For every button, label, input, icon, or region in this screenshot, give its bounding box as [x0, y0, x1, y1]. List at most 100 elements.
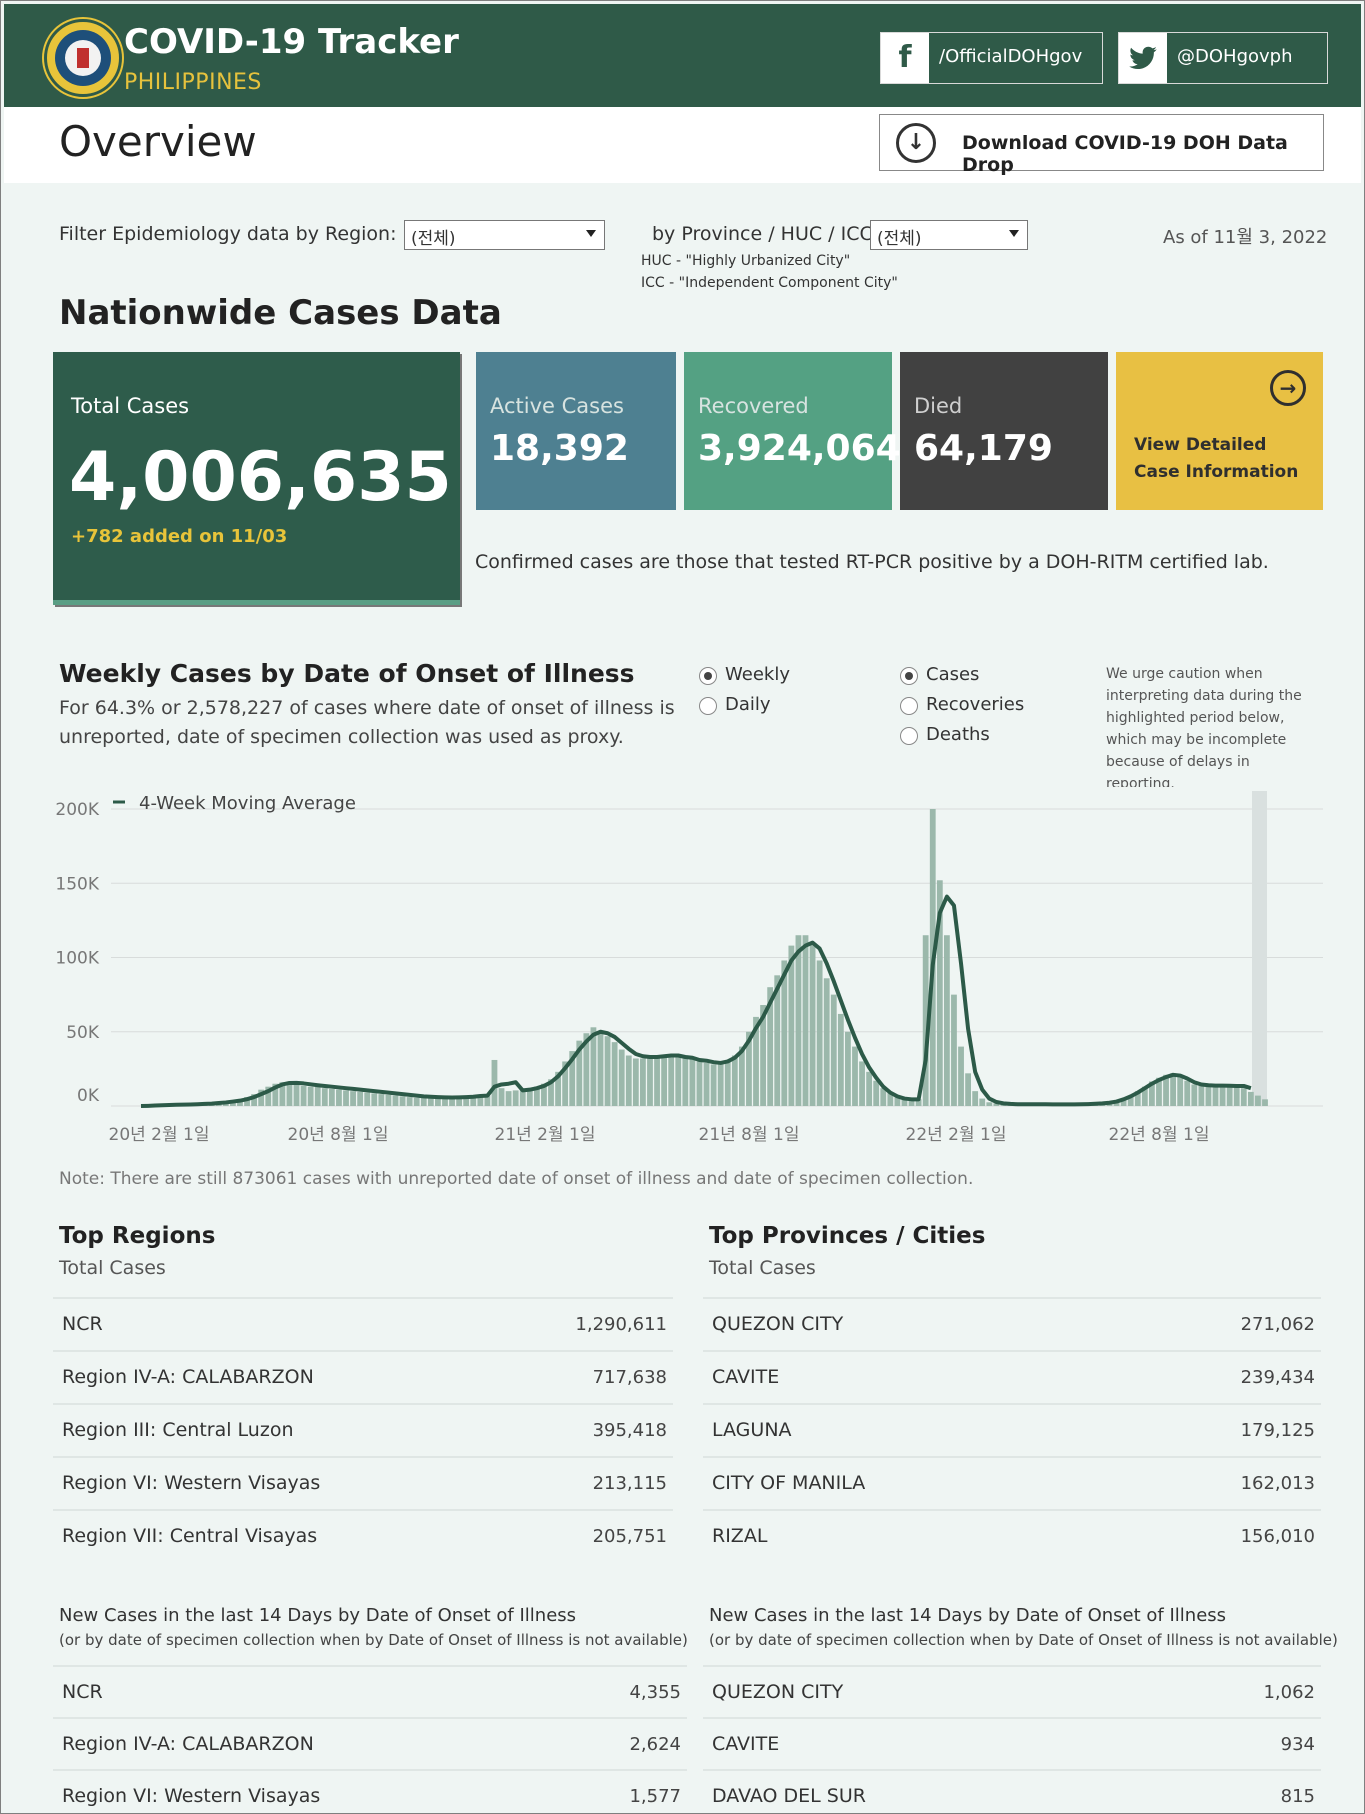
row-value: 271,062	[1240, 1314, 1315, 1335]
province-filter-select[interactable]: (전체)	[870, 220, 1028, 250]
weekly-case-bar	[357, 1091, 364, 1106]
weekly-case-bar	[385, 1094, 392, 1106]
table-row[interactable]: Region IV-A: CALABARZON 2,624	[53, 1717, 687, 1771]
weekly-case-bar	[837, 1013, 844, 1106]
row-name: Region IV-A: CALABARZON	[62, 1366, 314, 1388]
row-name: CITY OF MANILA	[712, 1472, 866, 1494]
table-row[interactable]: Region IV-A: CALABARZON 717,638	[53, 1350, 673, 1404]
weekly-case-bar	[1205, 1085, 1212, 1106]
weekly-case-bar	[1113, 1101, 1120, 1106]
weekly-case-bar	[435, 1097, 441, 1106]
table-row[interactable]: NCR 1,290,611	[53, 1297, 673, 1351]
huc-note: HUC - "Highly Urbanized City"	[641, 253, 851, 269]
weekly-case-bar	[668, 1055, 675, 1106]
new-cases-provinces-title: New Cases in the last 14 Days by Date of…	[709, 1605, 1227, 1626]
weekly-case-bar	[420, 1097, 427, 1106]
weekly-case-bar	[562, 1061, 569, 1106]
table-row[interactable]: NCR 4,355	[53, 1665, 687, 1719]
region-filter-select[interactable]: (전체)	[404, 220, 605, 250]
radio-recoveries-label: Recoveries	[926, 694, 1025, 715]
download-data-drop-button[interactable]: ↓ Download COVID-19 DOH Data Drop	[879, 114, 1324, 176]
weekly-case-bar	[350, 1091, 356, 1106]
row-name: NCR	[62, 1313, 103, 1335]
table-row[interactable]: CITY OF MANILA 162,013	[703, 1456, 1321, 1510]
weekly-case-bar	[526, 1088, 533, 1106]
active-cases-label: Active Cases	[490, 394, 624, 418]
weekly-case-bar	[597, 1031, 604, 1106]
facebook-link[interactable]: f /OfficialDOHgov	[880, 32, 1103, 84]
row-name: CAVITE	[712, 1733, 780, 1755]
radio-deaths-label: Deaths	[926, 724, 990, 745]
radio-selected-icon	[900, 667, 918, 685]
weekly-case-bar	[972, 1091, 979, 1106]
radio-weekly-label: Weekly	[725, 664, 790, 685]
weekly-case-bar	[484, 1095, 491, 1106]
new-cases-regions-title: New Cases in the last 14 Days by Date of…	[59, 1605, 577, 1626]
x-tick-label: 22년 8월 1일	[1109, 1125, 1210, 1145]
weekly-case-bar	[781, 960, 788, 1106]
weekly-case-bar	[279, 1082, 286, 1106]
top-regions-title: Top Regions	[59, 1223, 216, 1249]
weekly-case-bar	[286, 1082, 293, 1106]
row-value: 179,125	[1240, 1420, 1315, 1441]
weekly-case-bar	[866, 1071, 873, 1106]
chevron-down-icon	[586, 230, 596, 237]
top-regions-subtitle: Total Cases	[59, 1257, 166, 1279]
weekly-case-bar	[1120, 1099, 1127, 1106]
table-row[interactable]: QUEZON CITY 271,062	[703, 1297, 1321, 1351]
province-filter-label: by Province / HUC / ICC:	[652, 223, 880, 245]
weekly-case-bar	[689, 1059, 696, 1106]
weekly-chart-title: Weekly Cases by Date of Onset of Illness	[59, 659, 635, 688]
weekly-case-bar	[625, 1055, 632, 1106]
weekly-case-bar	[852, 1046, 858, 1106]
table-row[interactable]: Region III: Central Luzon 395,418	[53, 1403, 673, 1457]
radio-unselected-icon	[900, 697, 918, 715]
total-cases-card: Total Cases 4,006,635 +782 added on 11/0…	[53, 352, 460, 605]
y-tick-label: 0K	[77, 1086, 100, 1106]
weekly-case-bar	[1219, 1086, 1226, 1106]
weekly-case-bar	[399, 1096, 406, 1106]
nationwide-title: Nationwide Cases Data	[59, 293, 502, 333]
detail-label-line2: Case Information	[1134, 462, 1299, 482]
weekly-case-bar	[958, 1046, 964, 1106]
row-name: CAVITE	[712, 1366, 780, 1388]
weekly-case-bar	[555, 1071, 561, 1106]
total-cases-added: +782 added on 11/03	[71, 526, 288, 547]
table-row[interactable]: LAGUNA 179,125	[703, 1403, 1321, 1457]
row-value: 213,115	[592, 1473, 667, 1494]
weekly-case-bar	[1198, 1085, 1205, 1106]
table-row[interactable]: CAVITE 239,434	[703, 1350, 1321, 1404]
twitter-link[interactable]: @DOHgovph	[1118, 32, 1328, 84]
top-provinces-title: Top Provinces / Cities	[709, 1223, 986, 1249]
weekly-case-bar	[364, 1092, 371, 1106]
x-tick-label: 21년 2월 1일	[495, 1125, 596, 1145]
region-filter-label: Filter Epidemiology data by Region:	[59, 223, 397, 245]
new-cases-regions-subtitle: (or by date of specimen collection when …	[59, 1631, 688, 1649]
weekly-chart-description: For 64.3% or 2,578,227 of cases where da…	[59, 697, 675, 748]
province-filter-value: (전체)	[877, 229, 922, 249]
weekly-case-bar	[915, 1099, 922, 1106]
weekly-case-bar	[767, 987, 774, 1106]
table-row[interactable]: QUEZON CITY 1,062	[703, 1665, 1321, 1719]
weekly-case-bar	[583, 1033, 590, 1106]
row-value: 395,418	[592, 1420, 667, 1441]
table-row[interactable]: Region VI: Western Visayas 213,115	[53, 1456, 673, 1510]
view-detailed-case-info-button[interactable]: → View Detailed Case Information	[1116, 352, 1323, 510]
table-row[interactable]: RIZAL 156,010	[703, 1509, 1321, 1563]
table-row[interactable]: Region VI: Western Visayas 1,577	[53, 1769, 687, 1813]
weekly-case-bar	[640, 1058, 646, 1106]
doh-seal-logo	[44, 19, 122, 97]
table-row[interactable]: CAVITE 934	[703, 1717, 1321, 1771]
row-name: RIZAL	[712, 1525, 768, 1547]
recovered-label: Recovered	[698, 394, 809, 418]
table-row[interactable]: DAVAO DEL SUR 815	[703, 1769, 1321, 1813]
table-row[interactable]: Region VII: Central Visayas 205,751	[53, 1509, 673, 1563]
weekly-case-bar	[632, 1058, 639, 1106]
weekly-case-bar	[1148, 1081, 1155, 1106]
weekly-case-bar	[979, 1098, 986, 1106]
weekly-case-bar	[519, 1089, 526, 1106]
weekly-case-bar	[809, 942, 816, 1106]
weekly-case-bar	[922, 935, 929, 1106]
row-value: 205,751	[592, 1526, 667, 1547]
radio-daily-label: Daily	[725, 694, 771, 715]
